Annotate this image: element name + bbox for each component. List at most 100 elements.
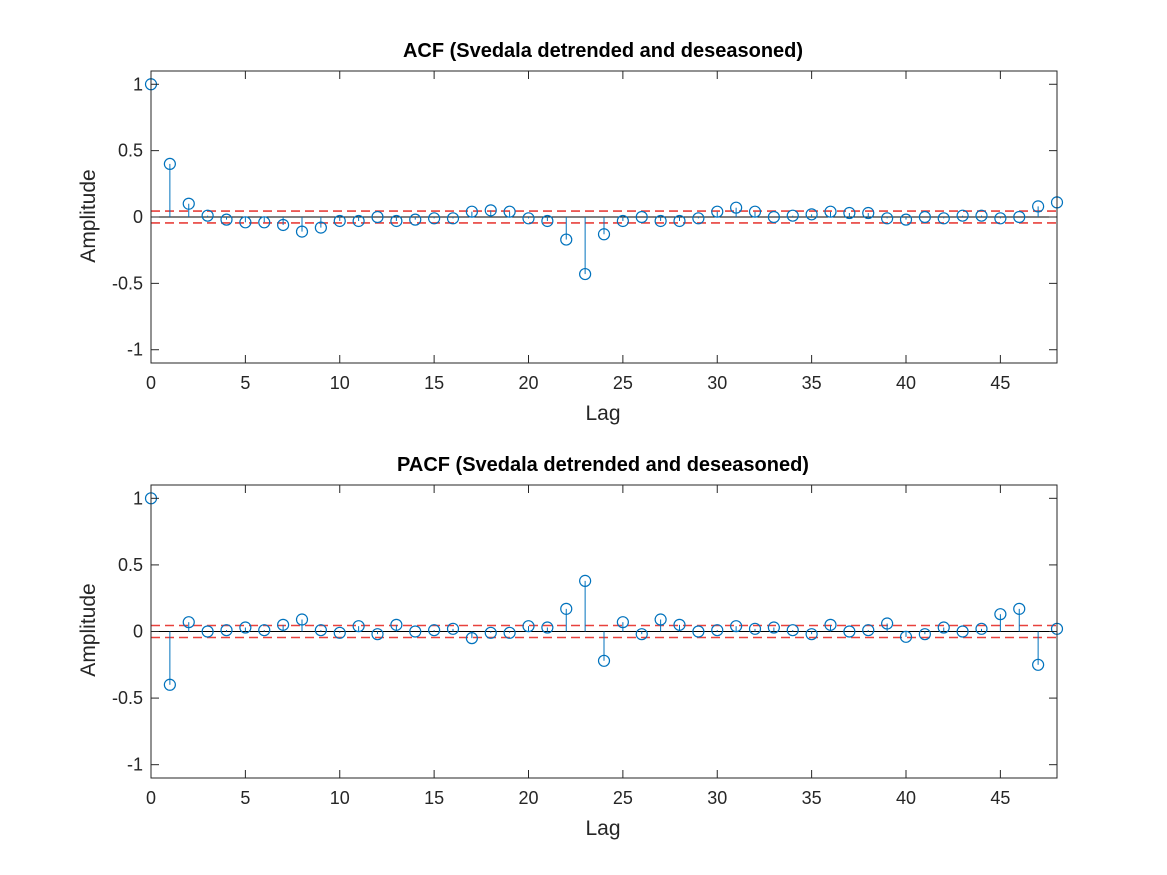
- pacf-marker-lag-19: [503, 626, 516, 639]
- pacf-marker-lag-35: [805, 628, 818, 641]
- acf-marker-lag-21: [541, 214, 554, 228]
- pacf-marker-lag-13: [390, 618, 403, 631]
- acf-x-tick-label-10: 10: [330, 373, 350, 393]
- acf-marker-lag-1: [163, 157, 176, 171]
- pacf-marker-lag-18: [484, 626, 497, 639]
- pacf-marker-lag-43: [956, 625, 969, 638]
- pacf-subplot: PACF (Svedala detrended and deseasoned) …: [77, 454, 1064, 840]
- pacf-marker-lag-36: [824, 618, 837, 631]
- pacf-marker-lag-15: [428, 624, 441, 637]
- pacf-marker-lag-45: [994, 608, 1007, 621]
- acf-marker-lag-14: [409, 213, 422, 226]
- acf-y-tick-label-3: 0.5: [118, 141, 143, 161]
- acf-x-tick-label-35: 35: [802, 373, 822, 393]
- pacf-marker-lag-44: [975, 622, 988, 635]
- pacf-marker-lag-6: [258, 624, 271, 637]
- acf-marker-lag-38: [862, 206, 875, 220]
- acf-marker-lag-41: [918, 210, 931, 224]
- pacf-marker-lag-33: [767, 621, 780, 634]
- pacf-marker-lag-42: [937, 621, 950, 634]
- pacf-ticks: 0 5 10 15 20 25 30 35 40 45 -1 -0.5 0 0.5 1: [112, 485, 1057, 808]
- acf-marker-lag-3: [201, 209, 214, 222]
- pacf-x-tick-label-20: 20: [518, 788, 538, 808]
- pacf-marker-lag-9: [314, 624, 327, 637]
- acf-marker-lag-45: [994, 212, 1007, 225]
- pacf-marker-lag-12: [371, 628, 384, 641]
- acf-marker-lag-20: [522, 212, 535, 225]
- pacf-marker-lag-11: [352, 620, 365, 633]
- acf-marker-lag-31: [730, 201, 743, 214]
- pacf-marker-lag-41: [918, 628, 931, 641]
- acf-marker-lag-18: [484, 204, 497, 217]
- pacf-y-tick-label-0: -1: [127, 755, 143, 775]
- acf-marker-lag-47: [1032, 200, 1045, 213]
- acf-marker-lag-44: [975, 209, 988, 222]
- pacf-x-tick-label-15: 15: [424, 788, 444, 808]
- acf-marker-lag-25: [616, 214, 629, 228]
- pacf-marker-lag-21: [541, 621, 554, 634]
- pacf-marker-lag-27: [654, 613, 667, 626]
- pacf-marker-lag-28: [673, 618, 686, 631]
- pacf-marker-lag-17: [465, 632, 478, 645]
- acf-marker-lag-19: [503, 205, 516, 218]
- pacf-x-tick-label-5: 5: [240, 788, 250, 808]
- pacf-y-axis-label: Amplitude: [77, 583, 100, 676]
- acf-marker-lag-26: [635, 210, 648, 224]
- acf-marker-lag-28: [673, 214, 686, 228]
- pacf-marker-lag-16: [446, 622, 460, 635]
- pacf-y-tick-label-3: 0.5: [118, 555, 143, 575]
- pacf-marker-lag-24: [597, 654, 611, 667]
- acf-y-axis-label: Amplitude: [77, 169, 100, 262]
- acf-marker-lag-27: [654, 214, 667, 228]
- acf-marker-lag-12: [371, 210, 384, 224]
- pacf-marker-lag-39: [881, 617, 894, 630]
- acf-marker-lag-16: [446, 212, 460, 225]
- pacf-marker-lag-46: [1013, 602, 1026, 615]
- pacf-x-tick-label-10: 10: [330, 788, 350, 808]
- pacf-x-tick-label-0: 0: [146, 788, 156, 808]
- acf-title: ACF (Svedala detrended and deseasoned): [403, 40, 803, 62]
- acf-y-tick-label-2: 0: [133, 207, 143, 227]
- acf-marker-lag-9: [314, 221, 327, 234]
- acf-marker-lag-7: [277, 218, 290, 232]
- acf-x-tick-label-40: 40: [896, 373, 916, 393]
- pacf-marker-lag-38: [862, 624, 875, 637]
- acf-marker-lag-2: [182, 197, 195, 210]
- pacf-x-tick-label-25: 25: [613, 788, 633, 808]
- acf-marker-lag-36: [824, 205, 837, 218]
- acf-marker-lag-8: [295, 225, 309, 238]
- acf-marker-lag-13: [390, 214, 403, 228]
- pacf-marker-lag-29: [692, 625, 705, 638]
- acf-marker-lag-29: [692, 212, 705, 225]
- acf-marker-lag-30: [711, 205, 724, 218]
- acf-marker-lag-15: [428, 212, 441, 225]
- pacf-y-tick-label-2: 0: [133, 622, 143, 642]
- pacf-x-tick-label-45: 45: [990, 788, 1010, 808]
- acf-x-tick-label-25: 25: [613, 373, 633, 393]
- acf-marker-lag-40: [899, 213, 913, 226]
- acf-marker-lag-35: [805, 208, 818, 221]
- acf-ticks: 0 5 10 15 20 25 30 35 40 45 -1 -0.5 0 0.5 1: [112, 71, 1057, 393]
- acf-x-tick-label-0: 0: [146, 373, 156, 393]
- acf-marker-lag-33: [767, 210, 780, 224]
- pacf-y-tick-label-1: -0.5: [112, 688, 143, 708]
- acf-marker-lag-4: [220, 213, 233, 226]
- acf-x-axis-label: Lag: [585, 402, 620, 425]
- acf-x-tick-label-20: 20: [518, 373, 538, 393]
- pacf-marker-lag-25: [616, 616, 629, 629]
- pacf-marker-lag-5: [239, 621, 252, 634]
- acf-x-tick-label-45: 45: [990, 373, 1010, 393]
- pacf-marker-lag-8: [295, 613, 309, 626]
- acf-x-tick-label-5: 5: [240, 373, 250, 393]
- acf-marker-lag-34: [786, 209, 799, 222]
- acf-x-tick-label-15: 15: [424, 373, 444, 393]
- acf-y-tick-label-0: -1: [127, 340, 143, 360]
- pacf-marker-lag-1: [163, 678, 176, 691]
- pacf-marker-lag-20: [522, 620, 535, 633]
- pacf-marker-lag-40: [899, 630, 913, 643]
- pacf-marker-lag-3: [201, 625, 214, 638]
- pacf-y-tick-label-4: 1: [133, 488, 143, 508]
- pacf-marker-lag-30: [711, 624, 724, 637]
